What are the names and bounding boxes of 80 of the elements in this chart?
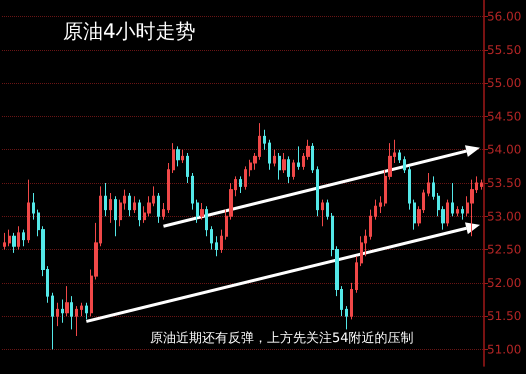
y-tick-label: 55.50 (487, 42, 522, 57)
candlestick (51, 292, 54, 350)
candlestick (413, 199, 416, 230)
candlestick (282, 152, 286, 174)
candlestick (181, 149, 184, 164)
candlestick (316, 166, 319, 217)
text: 原油4小时走势 (63, 19, 196, 43)
candlestick (22, 229, 25, 247)
candlestick (278, 152, 281, 180)
candlestick (157, 192, 160, 224)
candlestick (451, 182, 454, 217)
y-tick-label: 55.00 (487, 76, 522, 90)
candlestick (287, 156, 290, 184)
y-tick-label: 52.50 (487, 242, 522, 257)
candlestick (456, 206, 459, 217)
candlestick (70, 296, 73, 330)
y-tick-label: 52.00 (487, 276, 522, 290)
y-tick-label: 51.50 (487, 309, 522, 324)
candlestick (345, 306, 348, 330)
candlestick (114, 196, 117, 237)
candlestick (379, 196, 382, 214)
y-tick-label: 56.00 (487, 10, 522, 24)
candlestick (355, 256, 358, 294)
candlestick (61, 298, 64, 324)
candlestick (80, 302, 83, 317)
candlestick (263, 129, 266, 150)
candlestick (427, 172, 430, 197)
candlestick (133, 196, 136, 214)
candlestick (239, 176, 242, 194)
candlestick (3, 232, 6, 250)
candlestick (470, 179, 474, 237)
candlestick (205, 206, 208, 237)
y-tick-label: 51.00 (487, 342, 522, 356)
candlestick (85, 302, 88, 320)
annotation: 原油近期还有反弹，上方先关注54附近的压制 (150, 330, 414, 346)
candlestick (297, 146, 300, 170)
candlestick (200, 202, 204, 220)
candlestick (167, 162, 170, 214)
candlestick (292, 159, 295, 180)
candlestick (162, 202, 165, 220)
candlestick (369, 209, 372, 240)
candlestick (374, 199, 377, 220)
candlestick (32, 192, 35, 220)
candlestick (172, 142, 175, 174)
candlestick (268, 139, 271, 170)
candlestick (326, 199, 329, 220)
candlestick (220, 229, 223, 254)
candlestick (273, 149, 276, 167)
candlestick (176, 146, 180, 167)
candlestick (138, 199, 141, 227)
candlestick (215, 236, 218, 257)
candlestick (191, 172, 194, 210)
candlestick (109, 192, 112, 224)
candlestick (244, 166, 247, 190)
candlestick (311, 142, 314, 174)
candlestick (210, 226, 213, 250)
candlestick (17, 226, 20, 250)
candlestick (104, 182, 107, 217)
candlestick (186, 152, 189, 184)
candlestick (403, 156, 406, 174)
candlestick (321, 199, 324, 227)
y-tick-label: 53.00 (487, 209, 522, 224)
candlestick (27, 179, 30, 244)
candlestick (75, 306, 78, 337)
candlestick (461, 206, 464, 220)
candlestick (398, 149, 401, 164)
candlestick (65, 286, 69, 317)
y-tick-label: 54.00 (487, 142, 522, 157)
candlestick (8, 229, 11, 247)
candlestick (432, 176, 435, 200)
candlestick (446, 199, 449, 227)
candlestick (480, 179, 483, 190)
candlestick (196, 199, 199, 224)
candlestick (128, 192, 131, 217)
y-tick-label: 54.50 (487, 109, 522, 124)
candlestick (12, 232, 16, 254)
candlestick (56, 302, 59, 327)
candlestick (350, 282, 353, 320)
candlestick (408, 166, 411, 210)
y-tick-label: 53.50 (487, 176, 522, 190)
